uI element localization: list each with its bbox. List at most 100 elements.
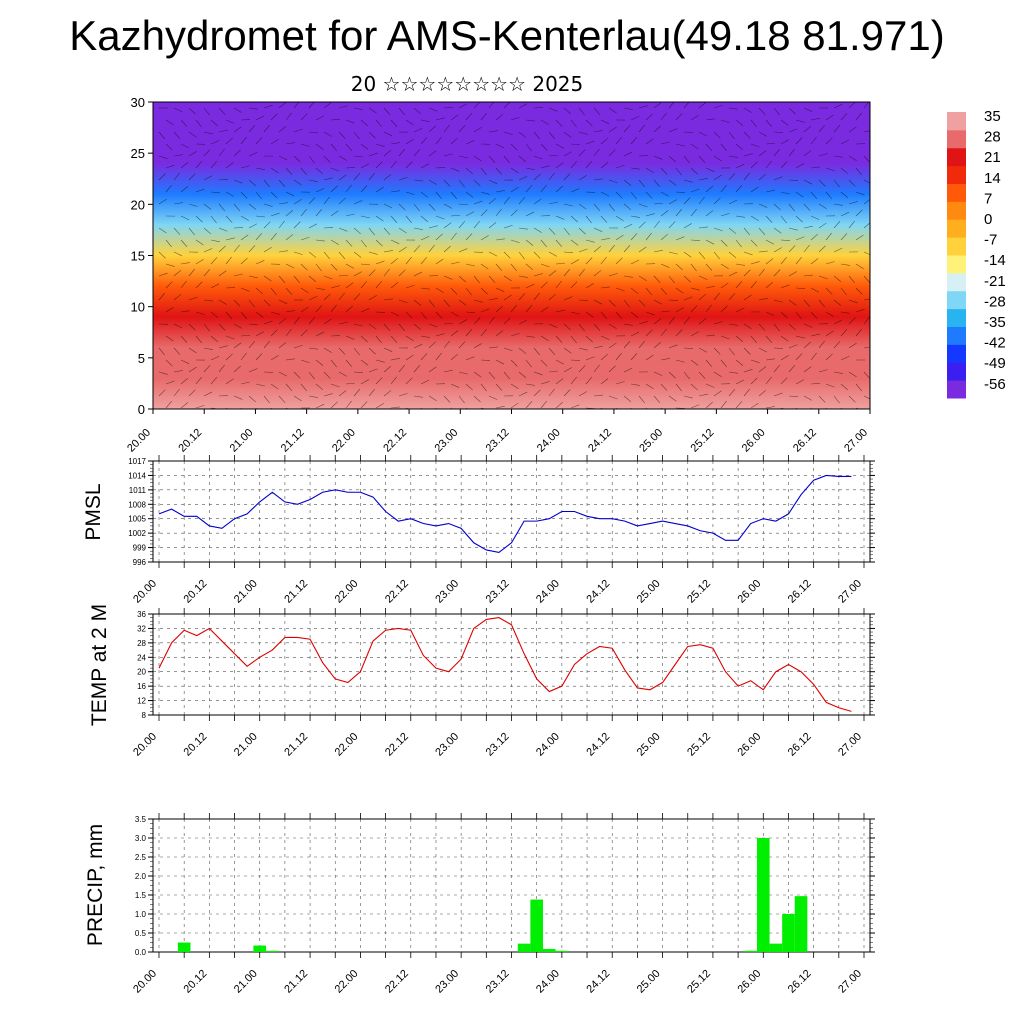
precip-bar (542, 948, 556, 952)
colorbar-segment (947, 308, 966, 327)
heatmap-y-tick: 5 (138, 351, 145, 366)
colorbar-segment (947, 183, 966, 202)
x-tick-label: 26.00 (735, 578, 763, 606)
y-tick-label: 1014 (128, 471, 146, 480)
heatmap-y-tick: 10 (131, 300, 145, 315)
colorbar-label: -7 (984, 232, 997, 249)
y-tick-label: 3.5 (135, 815, 147, 824)
x-tick-label: 22.12 (383, 968, 411, 996)
heatmap-x-tick: 20.00 (125, 427, 153, 455)
colorbar-segment (947, 147, 966, 167)
y-tick-label: 12 (137, 697, 146, 706)
heatmap-x-tick: 21.00 (228, 427, 256, 455)
colorbar-segment (947, 344, 966, 363)
colorbar-segment (947, 219, 966, 238)
y-tick-label: 2.5 (135, 853, 147, 862)
x-tick-label: 20.12 (182, 731, 210, 759)
heatmap-x-tick: 25.12 (689, 427, 717, 455)
y-tick-label: 1002 (128, 529, 146, 538)
x-tick-label: 22.00 (333, 578, 361, 606)
colorbar: 35 28 21 14 7 0 -7 -14 -21 -28 -35 -42 -49 -56 (947, 108, 1006, 399)
plot-frame (152, 460, 871, 563)
heatmap-y-tick: 15 (131, 249, 145, 264)
height-time-section: 0 5 10 15 20 25 30 20.00 20.12 21.00 21.12 22.00 22… (125, 95, 871, 455)
precip-bar (769, 943, 783, 952)
colorbar-label: -35 (984, 314, 1006, 331)
heatmap-x-tick: 26.12 (791, 427, 819, 455)
heatmap-x-tick: 20.12 (176, 427, 204, 455)
heatmap-x-tick: 25.00 (637, 427, 665, 455)
heatmap-y-tick: 30 (131, 95, 145, 110)
x-tick-label: 27.00 (836, 731, 864, 759)
x-tick-label: 26.12 (786, 578, 814, 606)
y-tick-label: 1008 (128, 500, 146, 509)
heatmap-y-tick: 20 (131, 197, 145, 212)
x-tick-label: 22.12 (383, 578, 411, 606)
colorbar-segment (947, 112, 966, 131)
heatmap-x-tick: 23.00 (432, 427, 460, 455)
precip-bar (794, 896, 808, 952)
y-tick-label: 32 (137, 624, 146, 633)
pmsl-series-line (158, 474, 852, 553)
heatmap-x-tick: 27.00 (842, 427, 870, 455)
precip-bar (744, 950, 757, 952)
x-tick-label: 24.00 (534, 968, 562, 996)
colorbar-label: -49 (984, 355, 1006, 372)
colorbar-segment (947, 237, 966, 256)
heatmap-x-tick: 24.12 (586, 427, 614, 455)
y-tick-label: 1.0 (135, 910, 147, 919)
x-tick-label: 22.00 (333, 968, 361, 996)
y-tick-label: 24 (137, 653, 146, 662)
y-tick-label: 3.0 (135, 834, 147, 843)
temperature-series-line (158, 617, 852, 712)
y-tick-label: 2.0 (135, 872, 147, 881)
precip-bar (253, 945, 267, 952)
x-tick-label: 25.00 (635, 578, 663, 606)
y-tick-label: 28 (137, 639, 146, 648)
colorbar-segment (947, 290, 966, 310)
heatmap-y-tick: 0 (138, 402, 145, 417)
heatmap-y-tick: 25 (131, 146, 145, 161)
colorbar-label: 28 (984, 129, 1001, 146)
x-tick-label: 26.12 (786, 968, 814, 996)
pmsl-axis-label: PMSL (82, 483, 105, 540)
precip-bar (177, 942, 191, 952)
x-tick-label: 24.12 (584, 968, 612, 996)
precip-bar (782, 914, 795, 952)
y-tick-label: 996 (133, 558, 147, 567)
x-tick-label: 25.00 (635, 968, 663, 996)
plot-frame (152, 818, 871, 953)
y-tick-label: 36 (137, 610, 146, 619)
colorbar-segment (947, 326, 966, 345)
page-title: Kazhydromet for AMS-Kenterlau(49.18 81.9… (69, 12, 945, 59)
heatmap-x-tick: 26.00 (740, 427, 768, 455)
page-subtitle: 20 ☆☆☆☆☆☆☆☆ 2025 (350, 72, 584, 96)
heatmap-x-axis: 20.00 20.12 21.00 21.12 22.00 22.12 23.00 23.12… (125, 409, 871, 455)
colorbar-label: -21 (984, 273, 1006, 290)
x-tick-label: 27.00 (836, 578, 864, 606)
x-tick-label: 21.00 (232, 968, 260, 996)
y-tick-label: 0.0 (135, 948, 147, 957)
x-tick-label: 26.00 (735, 731, 763, 759)
colorbar-label: 14 (984, 170, 1001, 187)
pmsl-chart: PMSL 996 999 1002 1005 1008 1011 1014 1017 20.00… (82, 455, 875, 606)
colorbar-label: 35 (984, 108, 1001, 125)
x-tick-label: 20.12 (182, 968, 210, 996)
y-tick-label: 1.5 (135, 891, 147, 900)
x-tick-label: 26.00 (735, 968, 763, 996)
x-tick-label: 25.00 (635, 731, 663, 759)
precip-bar (530, 899, 543, 952)
x-tick-label: 23.12 (484, 578, 512, 606)
x-tick-label: 23.12 (484, 968, 512, 996)
x-tick-label: 23.00 (433, 731, 461, 759)
y-tick-label: 20 (137, 668, 146, 677)
x-tick-label: 21.00 (232, 731, 260, 759)
x-tick-label: 25.12 (685, 731, 713, 759)
x-tick-label: 21.00 (232, 578, 260, 606)
precip-bar (756, 838, 770, 952)
colorbar-segment (947, 129, 966, 149)
x-tick-label: 25.12 (685, 578, 713, 606)
x-tick-label: 23.12 (484, 731, 512, 759)
colorbar-segment (947, 201, 966, 220)
